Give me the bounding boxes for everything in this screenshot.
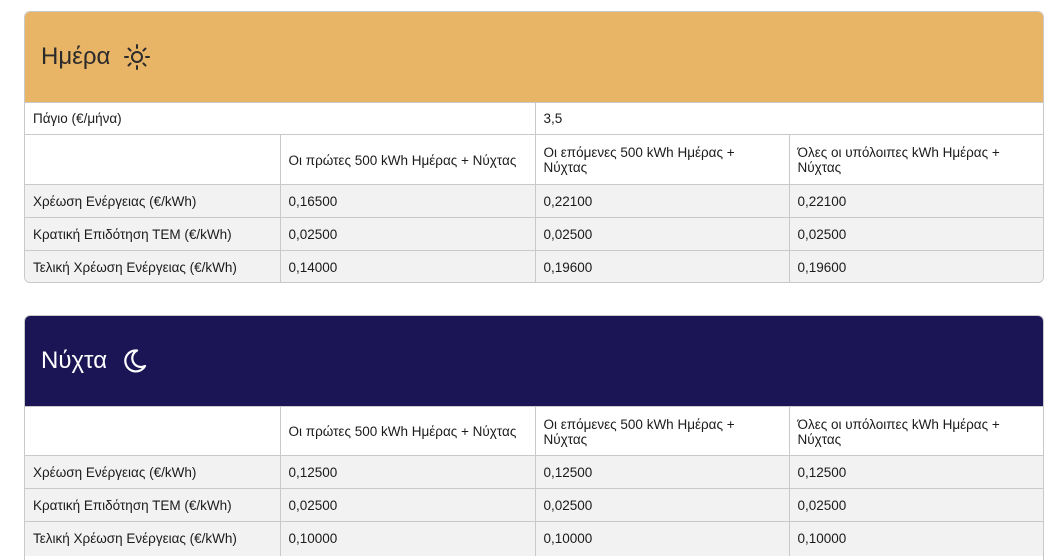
table-row: Χρέωση Ενέργειας (€/kWh) 0,12500 0,12500… (25, 455, 1043, 489)
table-row: Τελική Χρέωση Ενέργειας (€/kWh) 0,14000 … (25, 250, 1043, 282)
night-card-header: Νύχτα (25, 316, 1043, 406)
table-cell: 0,02500 (534, 217, 789, 251)
table-cell: 0,22100 (788, 184, 1043, 218)
table-cell: 0,12500 (534, 455, 789, 489)
table-row: Χρέωση Ενέργειας (€/kWh) 0,16500 0,22100… (25, 184, 1043, 218)
table-row: Κρατική Επιδότηση ΤΕΜ (€/kWh) 0,02500 0,… (25, 217, 1043, 251)
day-tariff-card: Ημέρα Πάγιο (€/μήνα) 3,5 Οι πρώτες 500 k… (24, 11, 1044, 283)
table-cell: 0,19600 (534, 250, 789, 282)
table-header-row: Οι πρώτες 500 kWh Ημέρας + Νύχτας Οι επό… (25, 134, 1043, 185)
moon-icon (119, 346, 149, 376)
column-header: Όλες οι υπόλοιπες kWh Ημέρας + Νύχτας (788, 406, 1043, 456)
night-tariff-card: Νύχτα Οι πρώτες 500 kWh Ημέρας + Νύχτας … (24, 315, 1044, 560)
table-cell: 0,02500 (788, 488, 1043, 522)
row-label: Κρατική Επιδότηση ΤΕΜ (€/kWh) (25, 488, 280, 522)
table-header-row: Οι πρώτες 500 kWh Ημέρας + Νύχτας Οι επό… (25, 406, 1043, 456)
column-header: Οι επόμενες 500 kWh Ημέρας + Νύχτας (534, 406, 789, 456)
table-row: Τελική Χρέωση Ενέργειας (€/kWh) 0,10000 … (25, 521, 1043, 556)
day-tariff-table: Πάγιο (€/μήνα) 3,5 Οι πρώτες 500 kWh Ημέ… (25, 102, 1043, 282)
table-cell: 0,02500 (279, 488, 535, 522)
table-cell: 0,10000 (534, 521, 789, 556)
table-cell: 0,02500 (788, 217, 1043, 251)
row-label: Χρέωση Ενέργειας (€/kWh) (25, 184, 280, 218)
column-header: Όλες οι υπόλοιπες kWh Ημέρας + Νύχτας (788, 134, 1043, 185)
row-label: Τελική Χρέωση Ενέργειας (€/kWh) (25, 250, 280, 282)
table-cell: 0,10000 (788, 521, 1043, 556)
row-label: Τελική Χρέωση Ενέργειας (€/kWh) (25, 521, 280, 556)
table-cell: 0,12500 (788, 455, 1043, 489)
row-label: Κρατική Επιδότηση ΤΕΜ (€/kWh) (25, 217, 280, 251)
column-header: Οι πρώτες 500 kWh Ημέρας + Νύχτας (279, 406, 535, 456)
column-header: Οι πρώτες 500 kWh Ημέρας + Νύχτας (279, 134, 535, 185)
table-cell: 0,22100 (534, 184, 789, 218)
night-tariff-table: Οι πρώτες 500 kWh Ημέρας + Νύχτας Οι επό… (25, 406, 1043, 556)
table-cell: 0,02500 (534, 488, 789, 522)
night-card-title: Νύχτα (41, 347, 108, 374)
table-cell: 0,19600 (788, 250, 1043, 282)
day-card-title: Ημέρα (41, 43, 111, 70)
fixed-charge-label: Πάγιο (€/μήνα) (25, 102, 535, 135)
header-empty-cell (25, 406, 280, 456)
table-cell: 0,10000 (279, 521, 535, 556)
day-card-header: Ημέρα (25, 12, 1043, 102)
table-cell: 0,16500 (279, 184, 535, 218)
row-label: Χρέωση Ενέργειας (€/kWh) (25, 455, 280, 489)
table-row-fixed-charge: Πάγιο (€/μήνα) 3,5 (25, 102, 1043, 135)
table-row: Κρατική Επιδότηση ΤΕΜ (€/kWh) 0,02500 0,… (25, 488, 1043, 522)
column-header: Οι επόμενες 500 kWh Ημέρας + Νύχτας (534, 134, 789, 185)
header-empty-cell (25, 134, 280, 185)
sun-icon (122, 42, 152, 72)
fixed-charge-value: 3,5 (534, 102, 1043, 135)
table-cell: 0,02500 (279, 217, 535, 251)
table-cell: 0,12500 (279, 455, 535, 489)
table-cell: 0,14000 (279, 250, 535, 282)
